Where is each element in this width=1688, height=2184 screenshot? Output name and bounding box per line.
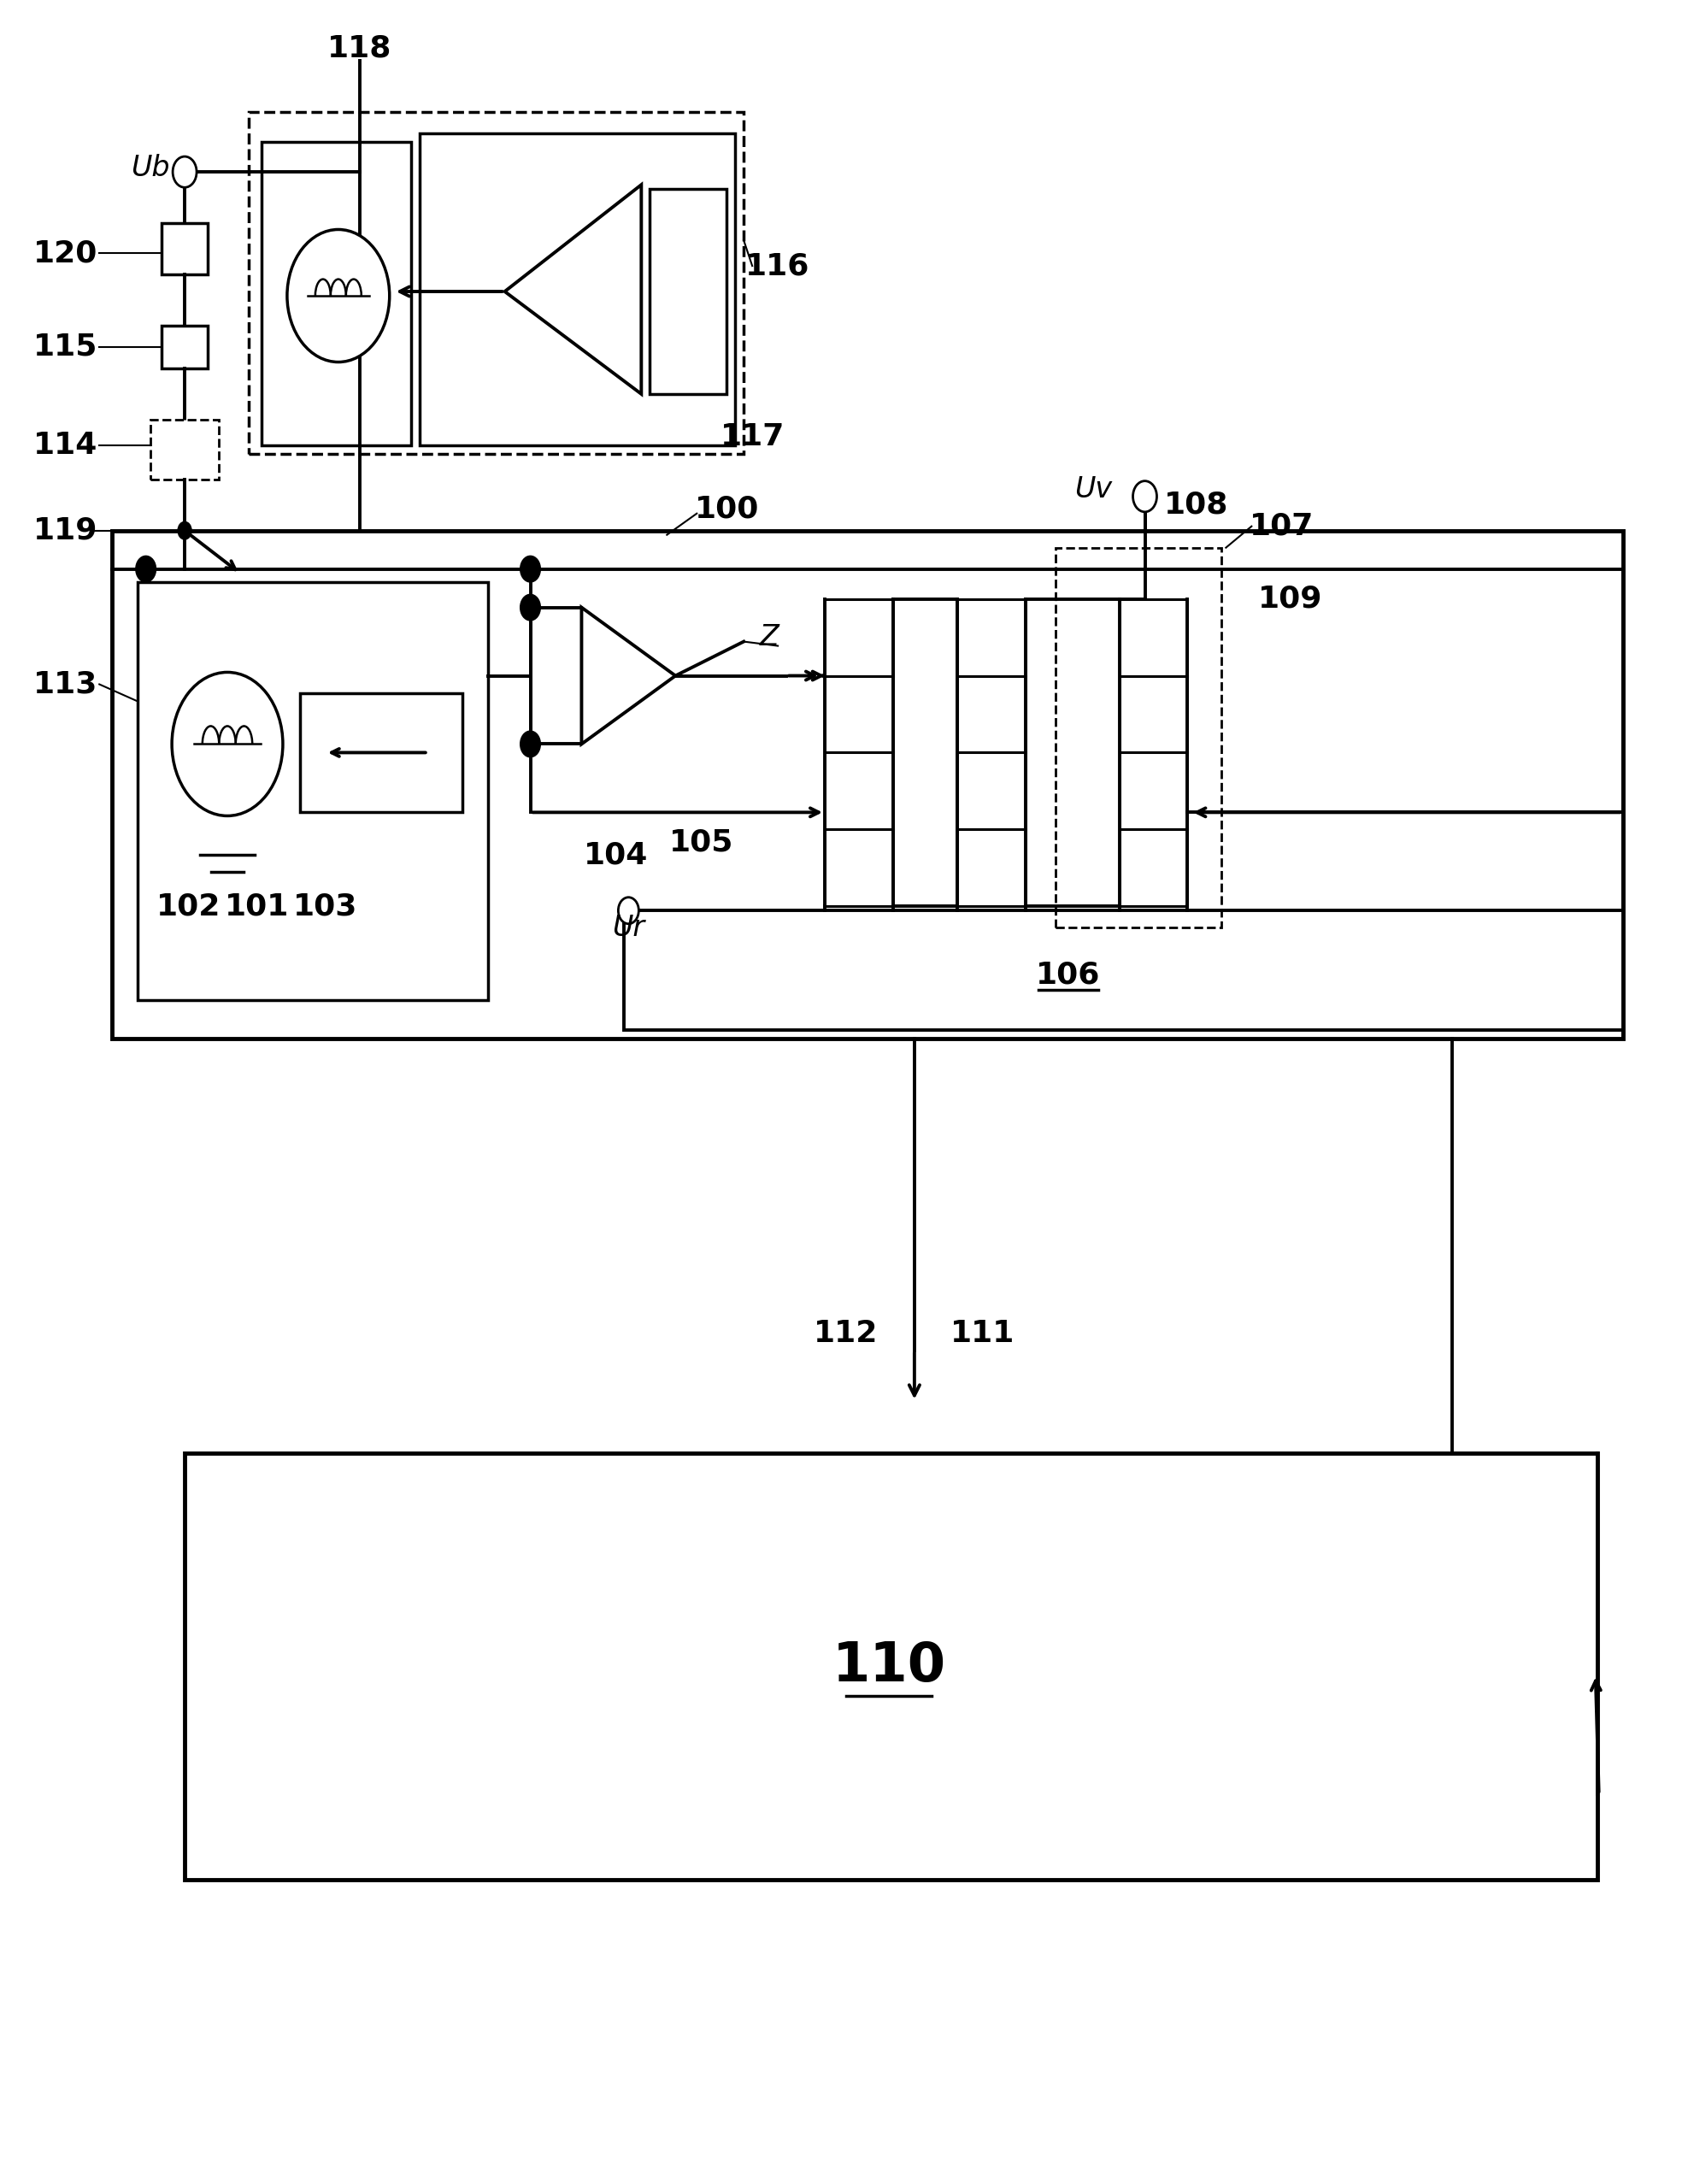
Bar <box>825 675 893 753</box>
Text: 117: 117 <box>721 422 785 452</box>
Text: Uv: Uv <box>1075 476 1112 505</box>
Circle shape <box>177 522 191 539</box>
Bar <box>1119 830 1188 906</box>
Text: 100: 100 <box>694 496 760 524</box>
Circle shape <box>135 557 155 583</box>
Circle shape <box>618 898 638 924</box>
Text: 101: 101 <box>225 891 289 922</box>
Bar <box>111 531 1622 1040</box>
Text: 105: 105 <box>668 828 733 856</box>
Circle shape <box>287 229 390 363</box>
Circle shape <box>1133 480 1156 511</box>
Bar <box>825 753 893 830</box>
Bar <box>825 598 893 675</box>
Circle shape <box>172 157 196 188</box>
Bar <box>957 598 1025 675</box>
Bar <box>184 1452 1597 1880</box>
Text: 108: 108 <box>1163 491 1229 520</box>
Bar <box>825 830 893 906</box>
Text: 107: 107 <box>1249 511 1313 542</box>
Text: 116: 116 <box>746 251 810 280</box>
Bar <box>162 325 208 369</box>
Text: 109: 109 <box>1258 585 1322 614</box>
Bar <box>162 223 208 275</box>
Bar <box>300 692 463 812</box>
Bar <box>1055 548 1222 928</box>
Text: Ur: Ur <box>613 913 645 941</box>
Text: Ub: Ub <box>132 153 170 181</box>
Text: 113: 113 <box>34 670 98 699</box>
Bar <box>1119 753 1188 830</box>
Text: 114: 114 <box>34 430 98 459</box>
Text: Z: Z <box>760 622 780 651</box>
Text: 112: 112 <box>814 1319 878 1348</box>
Text: 103: 103 <box>294 891 358 922</box>
Text: 110: 110 <box>832 1640 945 1693</box>
Circle shape <box>172 673 284 817</box>
Bar <box>650 190 726 393</box>
Circle shape <box>520 594 540 620</box>
Text: 111: 111 <box>950 1319 1014 1348</box>
Text: 115: 115 <box>34 332 98 363</box>
Bar <box>150 419 219 478</box>
Text: 118: 118 <box>327 33 392 63</box>
Circle shape <box>520 557 540 583</box>
Text: 120: 120 <box>34 238 98 269</box>
Bar <box>957 675 1025 753</box>
Bar <box>262 142 410 446</box>
Bar <box>1119 675 1188 753</box>
Text: 106: 106 <box>1036 961 1101 989</box>
Bar <box>957 830 1025 906</box>
Bar <box>138 581 488 1000</box>
Bar <box>625 911 1622 1031</box>
Bar <box>957 753 1025 830</box>
Bar <box>1119 598 1188 675</box>
Bar <box>419 133 736 446</box>
Bar <box>248 111 744 454</box>
Text: 102: 102 <box>157 891 221 922</box>
Text: 119: 119 <box>34 515 98 546</box>
Circle shape <box>520 732 540 758</box>
Text: 104: 104 <box>584 841 648 869</box>
